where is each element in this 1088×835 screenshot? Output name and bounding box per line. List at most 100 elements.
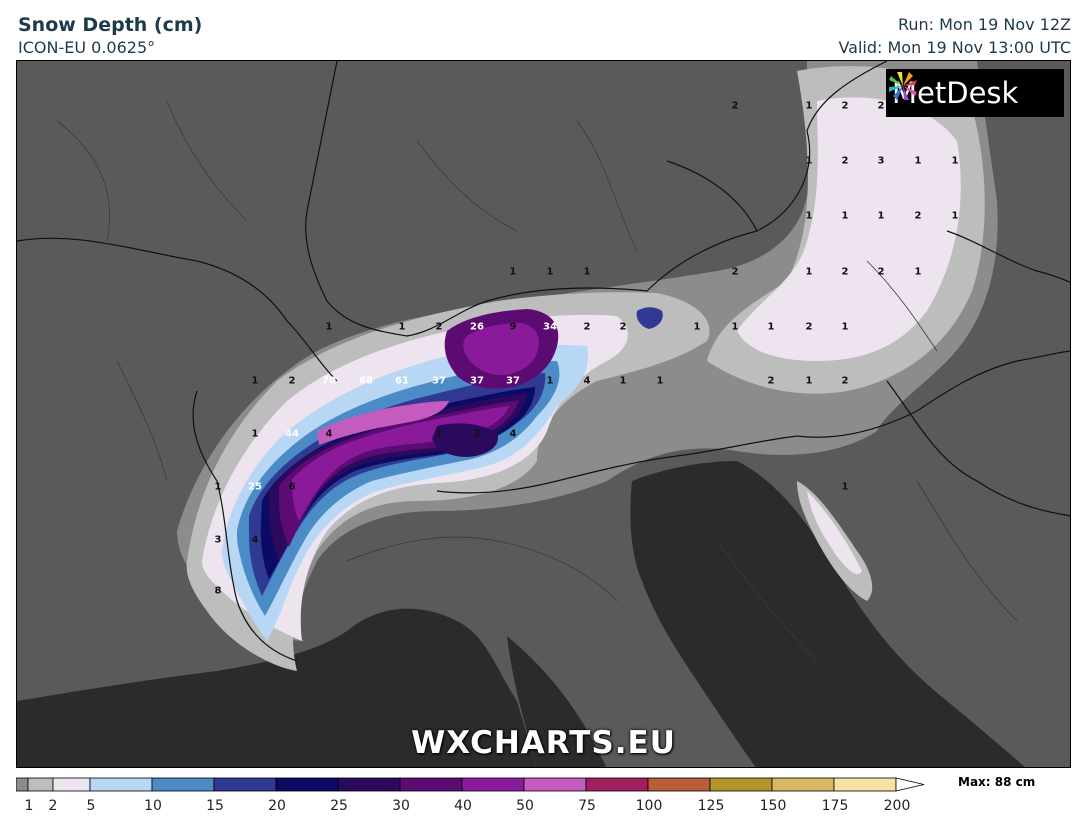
value-label: 2: [805, 321, 813, 333]
colorbar-swatch: [337, 777, 401, 792]
colorbar: [16, 777, 925, 792]
colorbar-swatch: [771, 777, 835, 792]
colorbar-tick-label: 150: [759, 798, 787, 814]
value-label: 1: [731, 321, 739, 333]
mediterranean-sea: [17, 608, 537, 767]
value-label: 2: [583, 321, 591, 333]
colorbar-tick-label: 175: [821, 798, 849, 814]
value-label: 2: [288, 375, 296, 387]
value-label: 1: [914, 155, 922, 167]
snow-2-5-east: [737, 97, 961, 362]
map-title: Snow Depth (cm): [18, 14, 203, 36]
metdesk-logo: MetDesk: [886, 69, 1064, 117]
tyrrhenian-coast: [507, 636, 607, 767]
valid-time: Valid: Mon 19 Nov 13:00 UTC: [838, 38, 1071, 57]
colorbar-tick-label: 10: [144, 798, 162, 814]
colorbar-tick-label: 200: [883, 798, 911, 814]
value-label: 1: [841, 210, 849, 222]
value-label: 1: [805, 266, 813, 278]
value-label: 34: [543, 321, 557, 333]
colorbar-swatch: [461, 777, 525, 792]
value-label: 37: [506, 375, 520, 387]
value-label: 4: [509, 428, 517, 440]
value-label: 37: [470, 375, 484, 387]
value-label: 70: [322, 375, 336, 387]
value-label: 1: [805, 155, 813, 167]
colorbar-swatch: [151, 777, 215, 792]
value-label: 2: [841, 155, 849, 167]
snow-50-75-alps: [317, 401, 449, 445]
colorbar-swatch: [709, 777, 773, 792]
value-label: 1: [805, 100, 813, 112]
value-label: 3: [877, 155, 885, 167]
metdesk-pinwheel-icon: [889, 72, 917, 100]
value-label: 2: [841, 100, 849, 112]
value-label: 1: [877, 210, 885, 222]
value-label: 1: [841, 481, 849, 493]
colorbar-swatch: [523, 777, 587, 792]
value-label: 1: [805, 375, 813, 387]
value-label: 1: [546, 266, 554, 278]
value-label: 4: [325, 428, 333, 440]
max-value-label: Max: 88 cm: [958, 775, 1036, 789]
colorbar-swatch: [647, 777, 711, 792]
snow-40-50-east-core: [463, 323, 539, 376]
colorbar-swatch: [399, 777, 463, 792]
colorbar-swatch: [213, 777, 277, 792]
snow-depth-map: 2 1 2 2 1 2 3 1 1 1 1 1 2 1 1 1 1 2 1 2 2 1 1 1 2 26 9 34 2 2 1 1 1 2 1 1 2 7…: [16, 60, 1071, 768]
colorbar-tick-label: 30: [392, 798, 410, 814]
wxcharts-watermark: WXCHARTS.EU: [411, 725, 676, 761]
value-label: 2: [841, 375, 849, 387]
value-label: 9: [509, 321, 517, 333]
run-time: Run: Mon 19 Nov 12Z: [897, 15, 1071, 34]
adriatic-sea: [630, 461, 1025, 767]
value-label: 1: [398, 321, 406, 333]
value-label: 4: [583, 375, 591, 387]
value-label: 37: [432, 375, 446, 387]
value-label: 8: [214, 585, 222, 597]
model-name: ICON-EU 0.0625°: [18, 38, 156, 57]
map-canvas: [17, 61, 1070, 767]
colorbar-swatch: [16, 777, 29, 792]
colorbar-tick-label: 5: [86, 798, 96, 814]
value-label: 2: [877, 100, 885, 112]
colorbar-tick-label: 20: [268, 798, 286, 814]
snow-25-30-south-lobe: [432, 423, 498, 457]
value-label: 2: [877, 266, 885, 278]
value-label: 1: [951, 155, 959, 167]
value-label: 1: [509, 266, 517, 278]
value-label: 1: [325, 321, 333, 333]
colorbar-tick-label: 40: [454, 798, 472, 814]
colorbar-tick-label: 100: [635, 798, 663, 814]
colorbar-swatch: [585, 777, 649, 792]
value-label: 2: [435, 321, 443, 333]
colorbar-tick-label: 50: [516, 798, 534, 814]
value-label: 25: [248, 481, 262, 493]
value-label: 1: [251, 375, 259, 387]
region-borders: [56, 100, 1018, 662]
value-label: 1: [251, 428, 259, 440]
colorbar-extend-arrow: [895, 777, 925, 792]
snow-15-20-east-dot: [636, 307, 663, 329]
value-label: 26: [470, 321, 484, 333]
colorbar-swatch: [52, 777, 91, 792]
colorbar-tick-label: 2: [48, 798, 58, 814]
colorbar-tick-label: 1: [24, 798, 34, 814]
colorbar-tick-label: 25: [330, 798, 348, 814]
value-label: 1: [914, 266, 922, 278]
colorbar-swatch: [27, 777, 54, 792]
colorbar-tick-label: 15: [206, 798, 224, 814]
value-label: 61: [395, 375, 409, 387]
country-borders: [17, 61, 1070, 662]
value-label: 6: [288, 481, 296, 493]
colorbar-tick-label: 75: [578, 798, 596, 814]
value-label: 2: [619, 321, 627, 333]
value-label: 2: [767, 375, 775, 387]
value-label: 1: [656, 375, 664, 387]
colorbar-ticks: 1 2 5 10 15 20 25 30 40 50 75 100 125 150 175 200: [16, 798, 916, 818]
value-label: 44: [285, 428, 299, 440]
value-label: 1: [805, 210, 813, 222]
value-label: 4: [251, 534, 259, 546]
value-label: 1: [767, 321, 775, 333]
colorbar-swatch: [833, 777, 897, 792]
